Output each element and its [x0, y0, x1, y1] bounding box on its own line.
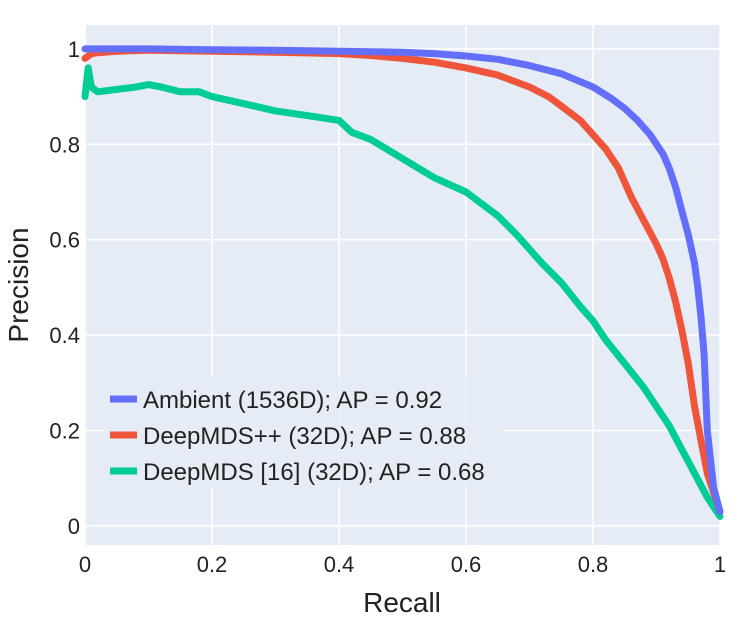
series-layer — [81, 45, 724, 520]
y-tick-label: 0.2 — [49, 419, 80, 444]
legend-box — [103, 376, 505, 488]
x-tick-label: 0.8 — [578, 552, 609, 577]
y-tick-label: 0 — [68, 514, 80, 539]
legend-label: DeepMDS [16] (32D); AP = 0.68 — [143, 459, 485, 486]
x-tick-label: 0.2 — [197, 552, 228, 577]
series-line — [81, 64, 724, 520]
y-tick-label: 0.6 — [49, 228, 80, 253]
series-line — [81, 45, 724, 516]
y-axis-title: Precision — [3, 227, 34, 342]
x-axis-title: Recall — [363, 587, 441, 618]
y-tick-label: 1 — [68, 37, 80, 62]
legend-label: DeepMDS++ (32D); AP = 0.88 — [143, 423, 466, 450]
y-tick-label: 0.8 — [49, 132, 80, 157]
legend-label: Ambient (1536D); AP = 0.92 — [143, 387, 442, 414]
x-tick-label: 0.6 — [451, 552, 482, 577]
legend: Ambient (1536D); AP = 0.92 DeepMDS++ (32D… — [103, 376, 505, 488]
y-tick-labels: 0 0.2 0.4 0.6 0.8 1 — [49, 37, 80, 539]
y-tick-label: 0.4 — [49, 323, 80, 348]
x-tick-labels: 0 0.2 0.4 0.6 0.8 1 — [79, 552, 726, 577]
x-tick-label: 0.4 — [324, 552, 355, 577]
x-tick-label: 1 — [714, 552, 726, 577]
x-tick-label: 0 — [79, 552, 91, 577]
